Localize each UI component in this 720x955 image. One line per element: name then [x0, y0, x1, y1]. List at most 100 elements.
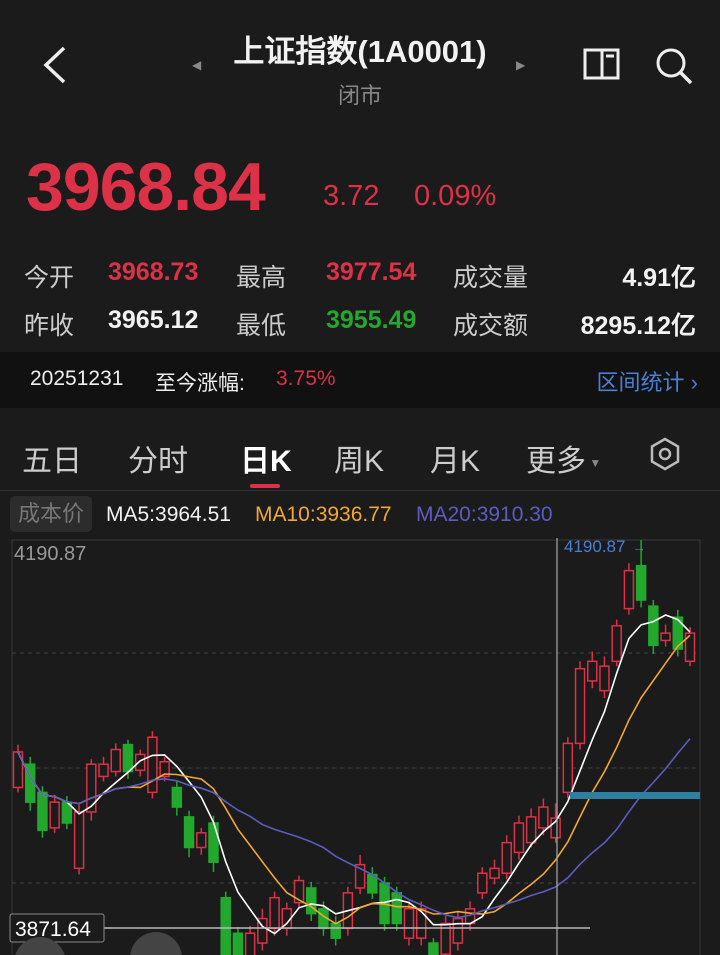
candle-body: [147, 736, 158, 794]
interval-stats-label: 区间统计: [596, 370, 685, 395]
candle-body: [501, 841, 512, 874]
candle-body: [12, 751, 24, 789]
turnover-label: 成交额: [453, 312, 529, 340]
book-icon[interactable]: [582, 46, 622, 87]
candle-body: [37, 791, 48, 832]
fullscreen-button-icon[interactable]: [130, 932, 182, 955]
candle-body: [134, 753, 146, 772]
search-icon[interactable]: [654, 46, 694, 91]
chevron-right-icon: ›: [690, 370, 698, 395]
crosshair-price-box: [9, 913, 105, 943]
period-date: 20251231: [30, 367, 124, 390]
price-change-pct: 0.09%: [414, 180, 497, 212]
tab-daily-k[interactable]: 日K: [240, 445, 292, 478]
candle-body: [330, 922, 341, 939]
open-label: 今开: [24, 264, 75, 292]
crosshair-price-label: 3871.64: [15, 918, 91, 941]
candle-body: [269, 896, 280, 930]
next-stock-icon[interactable]: ▶: [516, 58, 526, 72]
candle-body: [477, 872, 488, 894]
active-tab-indicator: [250, 484, 280, 488]
price-change: 3.72: [323, 180, 380, 212]
candle-body: [440, 922, 451, 955]
candlestick-chart[interactable]: 4190.87 4190.87 → 3871.64: [0, 538, 720, 955]
tab-monthly-k[interactable]: 月K: [430, 445, 481, 478]
cost-price-button[interactable]: 成本价: [10, 496, 92, 532]
candle-body: [525, 816, 537, 844]
period-change-label: 至今涨幅:: [155, 372, 245, 395]
candle-body: [73, 811, 85, 870]
period-change-strip: 20251231 至今涨幅: 3.75% 区间统计 ›: [0, 352, 720, 408]
volume-value: 4.91亿: [622, 264, 696, 292]
turnover-value: 8295.12亿: [580, 312, 696, 340]
candle-body: [49, 801, 60, 829]
candle-body: [354, 863, 366, 889]
candle-body: [196, 832, 207, 849]
interval-stats-link[interactable]: 区间统计 ›: [597, 365, 698, 397]
candle-body: [550, 817, 561, 839]
candle-body: [562, 742, 574, 794]
candle-body: [660, 632, 671, 642]
candle-body: [220, 896, 231, 955]
page-title: 上证指数(1A0001): [233, 34, 487, 69]
candle-body: [513, 822, 525, 854]
candle-body: [684, 632, 696, 663]
ma5-legend: MA5:3964.51: [106, 503, 231, 526]
candle-body: [244, 932, 256, 955]
tab-five-day[interactable]: 五日: [22, 445, 82, 478]
tab-weekly-k[interactable]: 周K: [334, 445, 385, 478]
ma10-legend: MA10:3936.77: [255, 503, 392, 526]
candle-body: [489, 867, 500, 879]
back-arrow-icon[interactable]: [40, 44, 70, 86]
current-price: 3968.84: [26, 149, 266, 225]
tab-intraday[interactable]: 分时: [128, 445, 188, 478]
tab-more-label: 更多: [526, 445, 586, 478]
candle-body: [428, 942, 439, 955]
divider: [0, 490, 720, 491]
candle-body: [672, 616, 684, 650]
candle-body: [122, 743, 134, 773]
low-label: 最低: [236, 312, 287, 340]
arrow-right-icon: →: [632, 539, 646, 555]
candle-body: [98, 763, 109, 778]
low-value: 3955.49: [326, 306, 417, 334]
candle-body: [305, 887, 317, 915]
high-label: 最高: [236, 264, 287, 292]
candle-body: [452, 917, 464, 944]
candle-body: [171, 786, 183, 808]
chart-tabs: 五日 分时 日K 周K 月K 更多 ▼: [0, 420, 720, 490]
candle-body: [257, 917, 268, 944]
candle-body: [403, 908, 415, 939]
candle-body: [183, 816, 195, 849]
candle-body: [415, 908, 427, 939]
candle-body: [648, 605, 659, 647]
indicator-band: [570, 792, 700, 799]
candle-body: [587, 660, 598, 682]
high-value: 3977.54: [326, 258, 417, 286]
open-value: 3968.73: [108, 258, 199, 286]
candle-body: [391, 892, 403, 925]
candle-body: [599, 665, 610, 692]
chart-frame: [11, 539, 701, 955]
prev-close-value: 3965.12: [108, 306, 199, 334]
candle-body: [574, 667, 586, 745]
volume-label: 成交量: [453, 264, 529, 292]
y-max-label: 4190.87: [14, 543, 86, 565]
collapse-button-icon[interactable]: [14, 937, 66, 955]
candle-body: [159, 761, 170, 778]
candle-body: [293, 879, 305, 904]
crosshair-top-label: 4190.87: [564, 538, 625, 556]
candle-body: [623, 569, 635, 610]
prev-stock-icon[interactable]: ◀: [192, 58, 202, 72]
period-change-value: 3.75%: [276, 367, 336, 390]
candle-body: [538, 806, 549, 829]
candle-body: [232, 932, 244, 955]
candle-body: [86, 763, 97, 813]
ma20-line: [17, 738, 691, 919]
market-status: 闭市: [337, 83, 382, 108]
tab-more[interactable]: 更多 ▼: [526, 436, 601, 480]
candle-body: [110, 748, 121, 773]
ma20-legend: MA20:3910.30: [416, 503, 553, 526]
caret-down-icon: ▼: [586, 456, 602, 471]
settings-icon[interactable]: [648, 436, 682, 477]
